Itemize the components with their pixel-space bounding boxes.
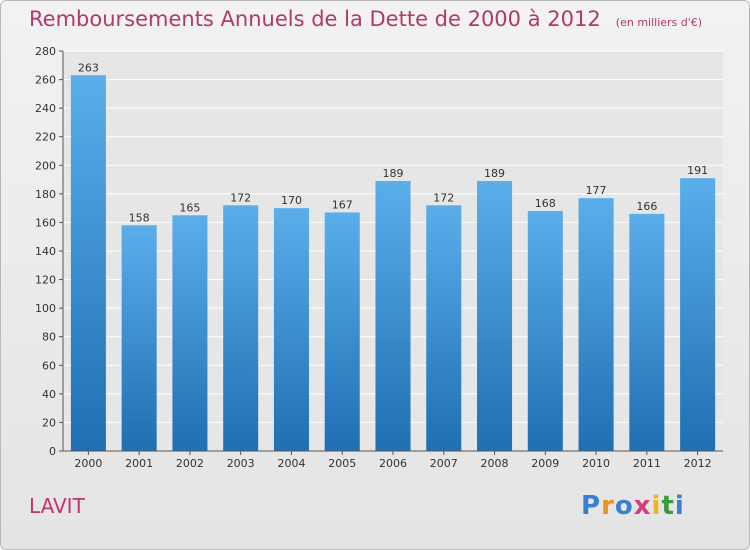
data-label: 189 bbox=[383, 167, 404, 180]
x-tick-label: 2010 bbox=[582, 457, 610, 470]
logo-letter: i bbox=[651, 491, 662, 521]
logo-letter: o bbox=[614, 491, 634, 521]
commune-name: LAVIT bbox=[29, 494, 85, 518]
data-label: 158 bbox=[129, 211, 150, 224]
x-tick-label: 2002 bbox=[176, 457, 204, 470]
x-tick-label: 2011 bbox=[633, 457, 661, 470]
chart-title: Remboursements Annuels de la Dette de 20… bbox=[29, 7, 702, 31]
chart-title-text: Remboursements Annuels de la Dette de 20… bbox=[29, 7, 601, 31]
logo-letter: i bbox=[674, 491, 685, 521]
bar-2004 bbox=[273, 208, 309, 451]
data-label: 168 bbox=[535, 197, 556, 210]
bar-2006 bbox=[375, 181, 411, 451]
data-label: 172 bbox=[433, 191, 454, 204]
y-tick-label: 160 bbox=[35, 216, 56, 229]
x-tick-label: 2012 bbox=[684, 457, 712, 470]
bar-2010 bbox=[578, 198, 614, 451]
y-tick-label: 180 bbox=[35, 188, 56, 201]
proxiti-logo: Proxiti bbox=[581, 491, 685, 521]
y-tick-label: 220 bbox=[35, 131, 56, 144]
bar-2000 bbox=[70, 75, 106, 452]
bar-2009 bbox=[527, 211, 563, 451]
bars bbox=[70, 75, 716, 452]
x-tick-label: 2008 bbox=[481, 457, 509, 470]
bar-2001 bbox=[121, 225, 157, 451]
data-label: 167 bbox=[332, 198, 353, 211]
y-tick-label: 40 bbox=[42, 388, 56, 401]
y-tick-label: 240 bbox=[35, 102, 56, 115]
y-tick-label: 100 bbox=[35, 302, 56, 315]
bar-2005 bbox=[324, 212, 360, 451]
y-tick-label: 200 bbox=[35, 159, 56, 172]
bar-2003 bbox=[223, 205, 259, 451]
y-tick-label: 140 bbox=[35, 245, 56, 258]
chart-unit: (en milliers d'€) bbox=[615, 16, 703, 29]
data-label: 170 bbox=[281, 194, 302, 207]
data-label: 165 bbox=[179, 201, 200, 214]
logo-letter: P bbox=[581, 491, 602, 521]
x-tick-label: 2007 bbox=[430, 457, 458, 470]
y-tick-label: 280 bbox=[35, 45, 56, 58]
bar-2007 bbox=[426, 205, 462, 451]
data-label: 263 bbox=[78, 61, 99, 74]
x-tick-label: 2005 bbox=[328, 457, 356, 470]
data-label: 191 bbox=[687, 164, 708, 177]
data-label: 172 bbox=[230, 191, 251, 204]
data-label: 166 bbox=[636, 200, 657, 213]
x-tick-label: 2006 bbox=[379, 457, 407, 470]
y-tick-label: 0 bbox=[49, 445, 56, 458]
x-tick-label: 2000 bbox=[74, 457, 102, 470]
x-tick-label: 2001 bbox=[125, 457, 153, 470]
y-tick-label: 20 bbox=[42, 416, 56, 429]
logo-letter: t bbox=[661, 491, 675, 521]
x-tick-label: 2003 bbox=[227, 457, 255, 470]
labels: 0 20 40 60 80 100 120 140 160 180 200 220 240 260 280 2… bbox=[35, 45, 712, 470]
x-tick-label: 2004 bbox=[277, 457, 305, 470]
y-tick-label: 260 bbox=[35, 74, 56, 87]
bar-2002 bbox=[172, 215, 208, 451]
logo-letter: x bbox=[633, 491, 652, 521]
bar-2011 bbox=[629, 213, 665, 451]
data-label: 177 bbox=[586, 184, 607, 197]
data-label: 189 bbox=[484, 167, 505, 180]
axes bbox=[59, 50, 723, 455]
x-tick-label: 2009 bbox=[531, 457, 559, 470]
bar-2012 bbox=[680, 178, 716, 451]
bar-2008 bbox=[477, 181, 513, 451]
y-tick-label: 60 bbox=[42, 359, 56, 372]
logo-letter: r bbox=[601, 491, 615, 521]
y-tick-label: 80 bbox=[42, 331, 56, 344]
y-tick-label: 120 bbox=[35, 274, 56, 287]
